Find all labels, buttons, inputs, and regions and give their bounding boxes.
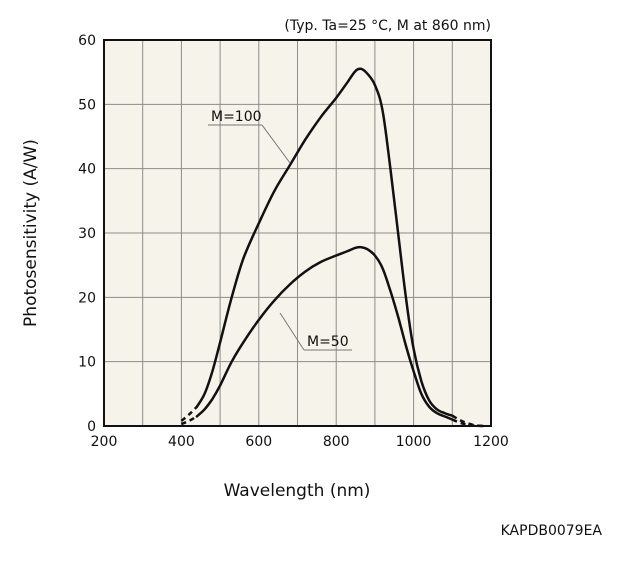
series-m50-line — [195, 245, 454, 421]
label-m100-callout: M=100 — [208, 109, 291, 164]
x-tick-label: 1000 — [396, 434, 432, 450]
y-tick-labels: 0 10 20 30 40 50 60 — [78, 33, 96, 435]
x-tick-label: 200 — [91, 434, 118, 450]
series-label-m100: M=100 — [211, 109, 262, 125]
x-tick-label: 600 — [245, 434, 272, 450]
x-axis-title: Wavelength (nm) — [224, 481, 371, 501]
series-label-m50: M=50 — [307, 334, 349, 350]
y-tick-label: 50 — [78, 97, 96, 113]
y-tick-label: 30 — [78, 226, 96, 242]
label-m50-leader — [279, 312, 305, 351]
y-tick-label: 0 — [87, 419, 96, 435]
plot-frame — [103, 39, 492, 427]
label-m50-callout: M=50 — [279, 312, 352, 351]
x-tick-labels: 200 400 600 800 1000 1200 — [91, 434, 509, 450]
series-m50-dashed-start — [180, 415, 198, 426]
series-m100-dashed-start — [180, 405, 198, 422]
horizontal-gridlines — [104, 103, 491, 363]
y-axis-title: Photosensitivity (A/W) — [21, 139, 41, 327]
y-tick-label: 40 — [78, 162, 96, 178]
figure-code: KAPDB0079EA — [501, 523, 603, 539]
condition-note: (Typ. Ta=25 °C, M at 860 nm) — [284, 18, 491, 34]
y-tick-label: 60 — [78, 33, 96, 49]
x-tick-label: 800 — [323, 434, 350, 450]
y-tick-label: 10 — [78, 355, 96, 371]
x-tick-label: 400 — [168, 434, 195, 450]
series-m100-line — [195, 67, 454, 417]
y-tick-label: 20 — [78, 290, 96, 306]
label-m100-leader — [261, 124, 291, 164]
x-tick-label: 1200 — [473, 434, 509, 450]
